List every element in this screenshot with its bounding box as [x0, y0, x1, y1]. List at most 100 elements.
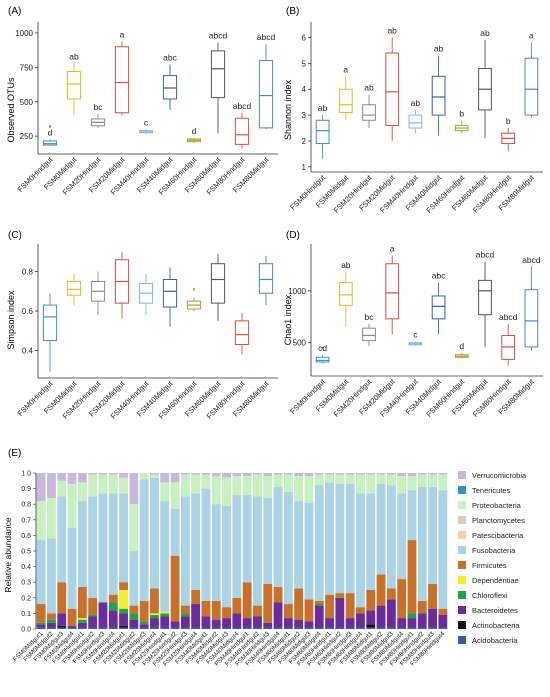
bar-segment-chloroflexi — [139, 621, 149, 625]
y-tick-label: 250 — [20, 132, 34, 141]
box-body — [315, 356, 330, 363]
bar-segment-acidobacteria — [88, 627, 98, 629]
bar-segment-fusobacteria — [232, 494, 242, 598]
bar-segment-fusobacteria — [67, 527, 77, 609]
bar-segment-verrucomicrobia — [438, 473, 448, 475]
bar-segment-firmicutes — [57, 582, 67, 614]
panel-letter-b: (B) — [286, 6, 299, 17]
bar-segment-firmicutes — [366, 590, 376, 611]
box-panel-1: 123456abFSM0HindgutaFSM0MidgutabFSM20Hin… — [288, 22, 543, 215]
box-body — [66, 71, 82, 100]
bar-segment-verrucomicrobia — [201, 473, 211, 475]
bar-segment-proteobacteria — [139, 473, 149, 480]
bar-segment-verrucomicrobia — [129, 473, 139, 505]
bar-segment-actinobacteria — [57, 625, 67, 628]
y-tick-label: 750 — [20, 63, 34, 72]
y-tick-label: 0.1 — [21, 611, 31, 618]
y-tick-label: 1000 — [288, 287, 306, 296]
bar-segment-fusobacteria — [191, 493, 201, 590]
bar-segment-fusobacteria — [428, 487, 437, 584]
legend-swatch — [458, 591, 466, 599]
bar-segment-bacteroidetes — [222, 618, 231, 628]
bar-segment-firmicutes — [150, 588, 159, 614]
bar-segment-verrucomicrobia — [119, 473, 128, 478]
bar-segment-verrucomicrobia — [242, 473, 252, 477]
bar-segment-acidobacteria — [273, 627, 283, 629]
bar-segment-chloroflexi — [108, 602, 118, 611]
significance-letter: d — [192, 126, 197, 136]
significance-letter: ab — [341, 260, 351, 270]
bar-segment-bacteroidetes — [170, 621, 180, 628]
bar-segment-verrucomicrobia — [191, 473, 201, 475]
box-body — [478, 279, 492, 316]
bar-segment-fusobacteria — [170, 508, 180, 556]
bar-segment-firmicutes — [67, 608, 77, 626]
ylabel-a: Observed OTUs — [6, 77, 16, 143]
bar-segment-verrucomicrobia — [180, 473, 190, 475]
bar-segment-acidobacteria — [376, 627, 386, 629]
y-tick-label: 6 — [302, 34, 307, 43]
bar-segment-firmicutes — [129, 605, 139, 614]
bar-segment-bacteroidetes — [191, 604, 201, 628]
bar-segment-dependentiae — [77, 618, 87, 620]
legend-item: Acidobacteria — [458, 636, 518, 645]
bar-segment-firmicutes — [386, 588, 396, 600]
bar-segment-bacteroidetes — [36, 624, 46, 628]
bar-segment-verrucomicrobia — [356, 473, 365, 475]
bar-segment-chloroflexi — [77, 619, 87, 623]
bar-segment-proteobacteria — [47, 497, 56, 539]
bar-segment-bacteroidetes — [77, 622, 87, 628]
bar-segment-firmicutes — [263, 583, 273, 623]
legend-item: Firmicutes — [458, 561, 507, 570]
legend-swatch — [458, 561, 466, 569]
bar-segment-dependentiae — [160, 611, 170, 614]
bar-segment-acidobacteria — [335, 627, 345, 629]
legend-label: Verrucomicrobia — [472, 471, 527, 480]
bar-segment-firmicutes — [77, 586, 87, 619]
bar-segment-acidobacteria — [407, 627, 417, 629]
legend-item: Dependentiae — [458, 576, 519, 585]
significance-letter: c — [144, 117, 149, 127]
bar-segment-verrucomicrobia — [36, 473, 46, 502]
bar-segment-proteobacteria — [98, 474, 108, 494]
legend-swatch — [458, 576, 466, 584]
box-body — [362, 327, 376, 342]
legend-swatch — [458, 501, 466, 509]
legend-label: Acidobacteria — [472, 636, 518, 645]
bar-segment-bacteroidetes — [232, 613, 242, 628]
bar-segment-acidobacteria — [98, 627, 108, 629]
bar-segment-proteobacteria — [345, 474, 355, 484]
bar-segment-fusobacteria — [222, 505, 231, 608]
bar-segment-verrucomicrobia — [407, 473, 417, 477]
bar-segment-verrucomicrobia — [397, 473, 407, 477]
bar-segment-acidobacteria — [150, 627, 159, 629]
bar-segment-bacteroidetes — [376, 605, 386, 628]
legend-item: Proteobacteria — [458, 501, 522, 510]
legend: Verrucomicrobia Tenericutes Proteobacteria… — [458, 471, 527, 645]
charts-layer: 2505007501000dFSM0HindgutabFSM0MidgutbcF… — [12, 22, 543, 668]
bar-segment-bacteroidetes — [57, 613, 67, 626]
bar-segment-actinobacteria — [366, 624, 376, 628]
box-body — [234, 117, 250, 145]
bar-segment-verrucomicrobia — [386, 473, 396, 475]
bar-segment-proteobacteria — [191, 474, 201, 494]
bar-segment-fusobacteria — [376, 483, 386, 575]
bar-segment-firmicutes — [201, 600, 211, 617]
bar-segment-bacteroidetes — [304, 621, 314, 628]
bar-segment-proteobacteria — [129, 504, 139, 551]
bar-segment-verrucomicrobia — [47, 473, 56, 498]
box-body — [42, 140, 58, 146]
bar-segment-firmicutes — [417, 600, 427, 614]
bar-segment-fusobacteria — [294, 501, 304, 589]
bar-segment-firmicutes — [180, 605, 190, 614]
bar-segment-bacteroidetes — [253, 616, 262, 628]
bar-segment-actinobacteria — [119, 625, 128, 628]
bar-segment-proteobacteria — [67, 483, 77, 528]
bar-segment-acidobacteria — [211, 627, 221, 629]
bar-segment-acidobacteria — [263, 627, 273, 629]
bar-segment-fusobacteria — [119, 493, 128, 583]
bar-segment-chloroflexi — [180, 613, 190, 617]
bar-segment-verrucomicrobia — [366, 473, 376, 475]
bar-segment-firmicutes — [88, 597, 98, 615]
